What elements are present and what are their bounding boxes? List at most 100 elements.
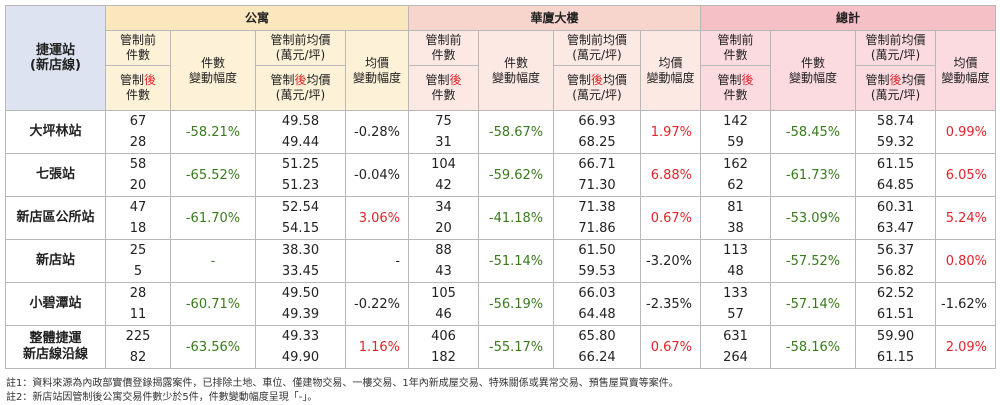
text-part: 後 [144, 73, 157, 87]
text-line: 管制後均價 [554, 73, 640, 88]
text-line: 管制後均價 [856, 73, 935, 88]
before-count: 47 [105, 196, 171, 218]
text-line: (新店線) [30, 58, 81, 73]
text-line: 管制後 [409, 73, 478, 88]
text-part: 均價 [901, 73, 926, 87]
text-line: 管制前均價 [567, 33, 628, 47]
column-header: 管制後均價 (萬元/坪) [255, 65, 346, 111]
before-price: 38.30 [255, 239, 346, 261]
column-header: 管制前 件數 [408, 30, 480, 66]
after-price: 71.30 [553, 175, 642, 197]
count-change: -58.16% [770, 325, 857, 369]
price-table: 捷運站 (新店線) 公寓 華廈大樓 總計 管制前 件數 件數 變動幅度 管制前均價 (萬元/坪) 均價… [5, 5, 997, 369]
count-change: -61.70% [170, 196, 256, 240]
before-price: 49.58 [255, 110, 346, 132]
after-price: 33.45 [255, 261, 346, 283]
before-price: 60.31 [855, 196, 937, 218]
column-header: 件數 變動幅度 [478, 30, 555, 111]
text-line: 管制後 [701, 73, 770, 88]
text-line: 新店區公所站 [16, 210, 95, 225]
text-part: 均價 [306, 73, 331, 87]
column-header: 管制後均價 (萬元/坪) [855, 65, 937, 111]
count-change: -65.52% [170, 153, 256, 197]
column-header: 管制前均價 (萬元/坪) [255, 30, 346, 66]
before-price: 66.93 [553, 110, 642, 132]
text-line: (萬元/坪) [572, 88, 622, 102]
data-row: 18 54.15 20 71.86 38 63.47 [6, 218, 996, 240]
text-part: 後 [889, 73, 902, 87]
price-change: 0.99% [935, 110, 997, 154]
after-price: 68.25 [553, 132, 642, 154]
text-line: 件數 [125, 48, 150, 62]
before-count: 133 [700, 282, 772, 304]
before-count: 225 [105, 325, 171, 347]
after-price: 49.39 [255, 304, 346, 326]
text-line: 變動幅度 [789, 70, 838, 85]
data-row: 整體捷運 新店線沿線 225 -63.56% 49.33 1.16% 406 -55.17% 6… [5, 325, 997, 369]
count-change: - [170, 239, 256, 283]
before-count: 88 [408, 239, 480, 261]
price-change: -3.20% [640, 239, 702, 283]
after-count: 11 [105, 304, 171, 326]
count-change: -57.14% [770, 282, 857, 326]
text-part: 後 [591, 73, 604, 87]
text-line: 件數 [125, 88, 150, 102]
text-part: 後 [741, 73, 754, 87]
text-line: (萬元/坪) [275, 48, 326, 62]
after-price: 51.23 [255, 175, 346, 197]
count-change: -60.71% [170, 282, 256, 326]
text-line: 變動幅度 [941, 70, 990, 85]
price-change: 6.05% [935, 153, 997, 197]
after-count: 5 [105, 261, 171, 283]
column-header: 管制前 件數 [105, 30, 171, 66]
before-price: 66.03 [553, 282, 642, 304]
text-part: 管制 [717, 73, 742, 87]
before-count: 25 [105, 239, 171, 261]
before-count: 113 [700, 239, 772, 261]
column-header: 管制後 件數 [700, 65, 772, 111]
after-price: 56.82 [855, 261, 937, 283]
text-line: (萬元/坪) [572, 48, 622, 62]
text-line: 新店站 [35, 253, 75, 268]
before-price: 51.25 [255, 153, 346, 175]
before-price: 61.50 [553, 239, 642, 261]
before-count: 406 [408, 325, 480, 347]
before-count: 105 [408, 282, 480, 304]
text-part: 管制 [425, 73, 450, 87]
station-header: 捷運站 (新店線) [5, 5, 106, 111]
before-price: 58.74 [855, 110, 937, 132]
station-name: 整體捷運 新店線沿線 [5, 325, 106, 369]
count-change: -56.19% [478, 282, 555, 326]
notes: 註1：資料來源為內政部實價登錄揭露案件，已排除土地、車位、僅建物交易、一樓交易、… [6, 377, 679, 405]
text-part: 均價 [603, 73, 628, 87]
after-count: 48 [700, 261, 772, 283]
column-header: 管制後 件數 [408, 65, 480, 111]
text-line: 管制前均價 [865, 33, 926, 47]
count-change: -55.17% [478, 325, 555, 369]
group-header: 華廈大樓 [408, 5, 702, 31]
price-change: - [344, 239, 410, 283]
data-row: 大坪林站 67 -58.21% 49.58 -0.28% 75 -58.67% 66.93 1.… [5, 110, 997, 154]
header-row: 管制後 件數 管制後均價 (萬元/坪) 管制後 件數 管制後均價 (萬元/坪) 管制後 件數 管制後… [6, 65, 996, 111]
count-change: -51.14% [478, 239, 555, 283]
text-line: 整體捷運 [29, 331, 82, 346]
column-header: 管制後 件數 [105, 65, 171, 111]
before-count: 28 [105, 282, 171, 304]
text-line: 均價 [658, 55, 683, 70]
station-name: 七張站 [5, 153, 106, 197]
text-part: 管制 [865, 73, 890, 87]
count-change: -58.67% [478, 110, 555, 154]
before-count: 104 [408, 153, 480, 175]
count-change: -58.21% [170, 110, 256, 154]
header-row: 管制前 件數 件數 變動幅度 管制前均價 (萬元/坪) 均價 變動幅度 管制前 件數 件數 變動幅度管… [6, 30, 997, 111]
text-line: 七張站 [35, 167, 75, 182]
count-change: -61.73% [770, 153, 857, 197]
data-row: 新店站 25-38.30-88 -51.14% 61.50 -3.20% 113 -57.5… [5, 239, 997, 283]
text-line: 件數 [504, 55, 529, 70]
count-change: -58.45% [770, 110, 857, 154]
after-count: 20 [105, 175, 171, 197]
count-change: -41.18% [478, 196, 555, 240]
before-price: 62.52 [855, 282, 937, 304]
count-change: -53.09% [770, 196, 857, 240]
